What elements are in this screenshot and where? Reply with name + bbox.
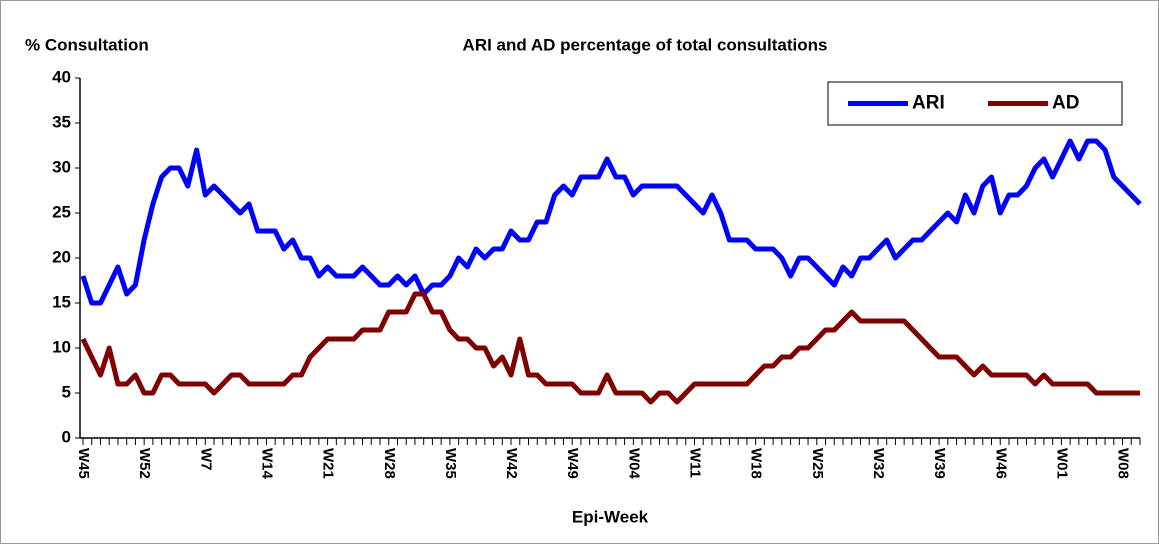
x-tick-label: W28 bbox=[381, 448, 398, 479]
x-tick-label: W04 bbox=[625, 448, 642, 480]
line-series bbox=[80, 138, 1142, 306]
y-axis-label: % Consultation bbox=[25, 35, 149, 54]
chart-title: ARI and AD percentage of total consultat… bbox=[463, 35, 828, 54]
x-tick-label: W11 bbox=[687, 448, 704, 478]
x-tick-label: W18 bbox=[748, 448, 765, 479]
x-tick-label: W39 bbox=[931, 448, 948, 479]
line-series bbox=[80, 291, 1140, 405]
y-tick-label: 30 bbox=[52, 157, 71, 176]
x-tick-label: W32 bbox=[870, 448, 887, 479]
x-axis-label: Epi-Week bbox=[572, 507, 649, 526]
x-tick-label: W25 bbox=[809, 448, 826, 479]
x-tick-label: W42 bbox=[503, 448, 520, 479]
y-tick-label: 15 bbox=[52, 292, 71, 311]
x-tick-label: W46 bbox=[992, 448, 1009, 479]
x-tick-label: W21 bbox=[320, 448, 337, 479]
x-tick-label: W49 bbox=[564, 448, 581, 479]
legend-label: ARI bbox=[912, 93, 945, 114]
x-tick-label: W08 bbox=[1115, 448, 1132, 479]
y-tick-label: 0 bbox=[62, 427, 71, 446]
y-tick-label: 40 bbox=[52, 67, 71, 86]
y-tick-label: 25 bbox=[52, 202, 71, 221]
x-tick-label: W14 bbox=[258, 448, 275, 480]
x-tick-label: W52 bbox=[136, 448, 153, 479]
y-tick-label: 5 bbox=[62, 382, 71, 401]
y-tick-label: 20 bbox=[52, 247, 71, 266]
x-tick-label: W45 bbox=[75, 448, 92, 479]
x-tick-label: W01 bbox=[1053, 448, 1070, 479]
y-tick-label: 10 bbox=[52, 337, 71, 356]
x-tick-label: W7 bbox=[197, 448, 214, 471]
legend-label: AD bbox=[1052, 93, 1079, 114]
x-tick-label: W35 bbox=[442, 448, 459, 479]
y-tick-label: 35 bbox=[52, 112, 71, 131]
